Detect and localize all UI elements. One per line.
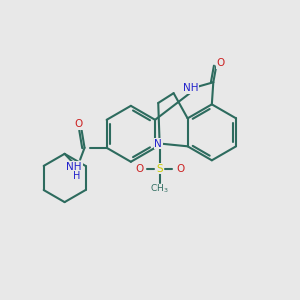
Text: N: N	[154, 139, 162, 148]
Text: O: O	[135, 164, 143, 173]
Text: S: S	[156, 164, 163, 173]
Text: CH$_3$: CH$_3$	[150, 183, 169, 195]
Text: O: O	[74, 119, 83, 129]
Text: O: O	[176, 164, 184, 173]
Text: H: H	[73, 171, 80, 181]
Text: O: O	[217, 58, 225, 68]
Text: NH: NH	[184, 83, 199, 93]
Text: NH: NH	[67, 162, 82, 172]
